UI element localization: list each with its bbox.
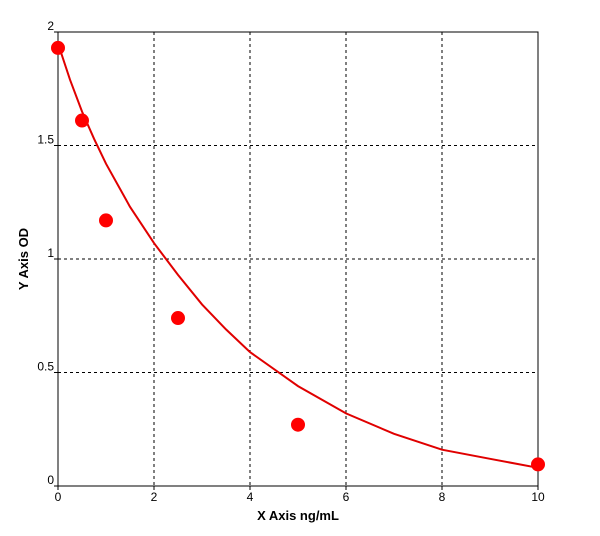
data-point [531, 457, 545, 472]
grid [58, 32, 538, 486]
x-axis-label: X Axis ng/mL [257, 508, 339, 523]
data-point [99, 213, 113, 228]
x-tick-label: 2 [151, 490, 158, 504]
x-tick-label: 4 [247, 490, 254, 504]
x-tick-label: 10 [531, 490, 545, 504]
ticks: 0 2 4 6 8 10 0 0.5 1 1.5 2 [37, 19, 545, 504]
y-tick-label: 1.5 [37, 133, 54, 147]
data-points [51, 40, 545, 472]
x-tick-label: 6 [343, 490, 350, 504]
data-point [291, 417, 305, 432]
x-tick-label: 0 [55, 490, 62, 504]
data-point [51, 40, 65, 55]
y-tick-label: 2 [47, 19, 54, 33]
data-point [171, 311, 185, 326]
y-axis-label: Y Axis OD [16, 228, 31, 290]
y-tick-label: 0 [47, 473, 54, 487]
x-tick-label: 8 [439, 490, 446, 504]
y-tick-label: 0.5 [37, 360, 54, 374]
fit-curve [57, 43, 539, 469]
y-tick-label: 1 [47, 246, 54, 260]
data-point [75, 113, 89, 128]
